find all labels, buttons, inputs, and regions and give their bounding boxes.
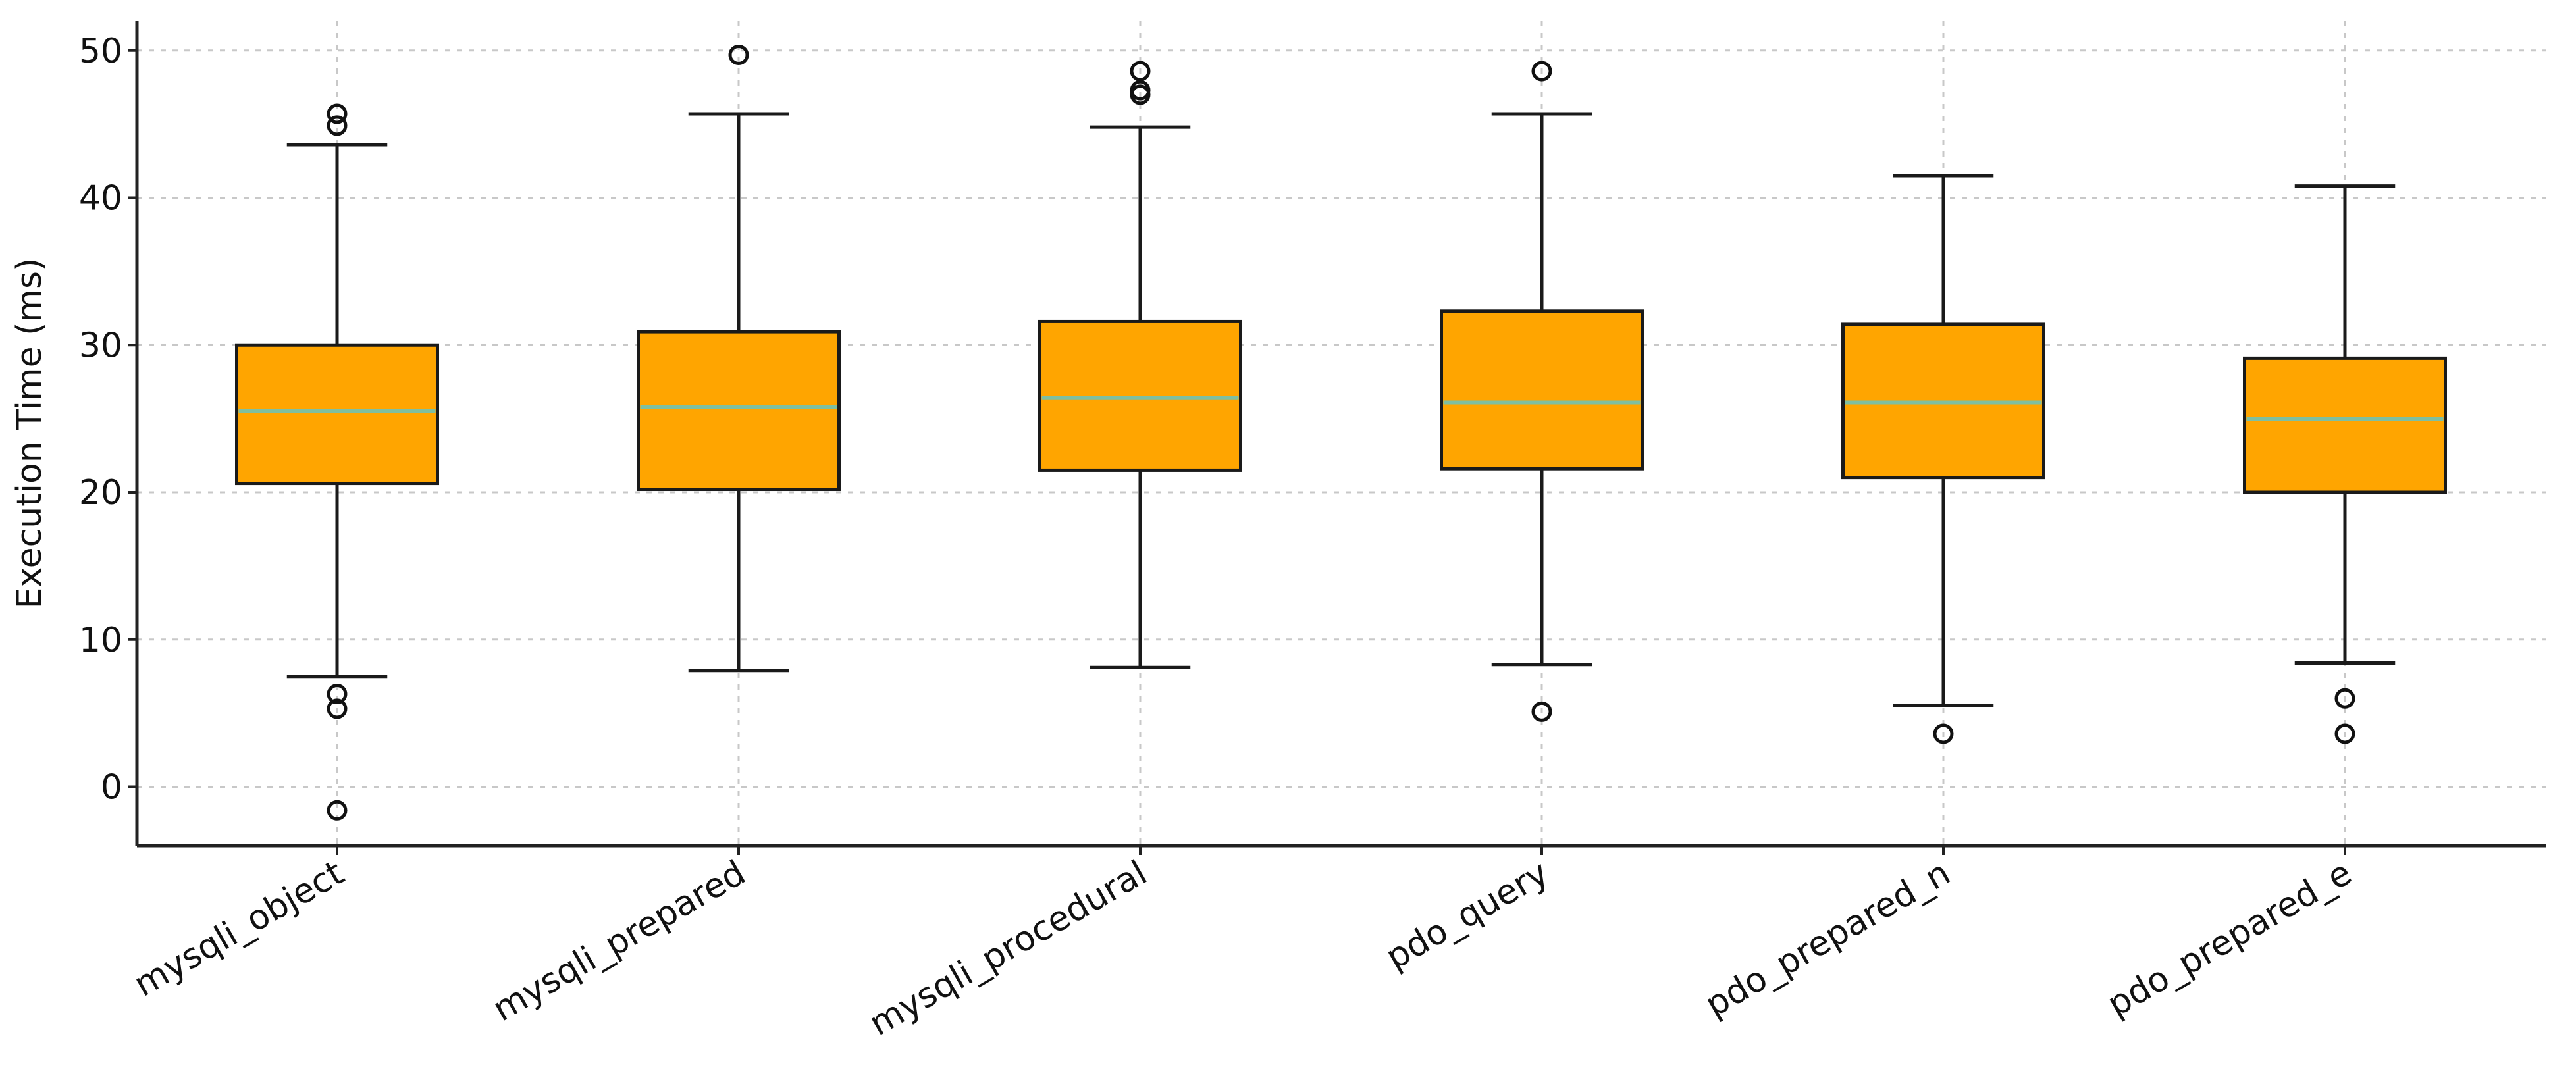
box-pdo_prepared_n [1841,174,2045,744]
y-tick-label: 40 [79,179,122,219]
grid-lines [128,21,2546,855]
x-tick-label: mysqli_procedural [863,853,1154,1044]
outlier-point [327,684,348,705]
outlier-point [1531,61,1552,82]
iqr-box [1038,319,1242,472]
iqr-box [1440,309,1644,471]
iqr-box [2243,356,2447,494]
x-tick-label: pdo_query [1379,853,1555,977]
y-axis-title: Execution Time (ms) [10,258,49,609]
outlier-point [1531,701,1552,722]
y-tick-label: 50 [79,32,122,71]
outlier-point [1130,84,1151,105]
outlier-point [1933,723,1954,744]
x-tick-label: mysqli_object [128,853,351,1004]
box-mysqli_object [235,103,439,821]
y-tick-label: 30 [79,326,122,365]
x-tick-label: pdo_prepared_e [2101,853,2358,1025]
y-tick-label: 10 [79,621,122,660]
box-mysqli_prepared [637,44,841,673]
iqr-box [637,330,841,492]
y-tick-label: 0 [101,768,122,808]
box-mysqli_procedural [1038,61,1242,669]
x-tick-labels: mysqli_object mysqli_prepared mysqli_proce… [128,853,2359,1044]
box-pdo_prepared_e [2243,184,2447,744]
box-pdo_query [1440,61,1644,722]
outlier-point [2334,688,2355,709]
outlier-point [327,800,348,821]
axes [135,21,2546,848]
y-tick-label: 20 [79,473,122,513]
outlier-point [327,103,348,124]
x-tick-label: mysqli_prepared [486,853,752,1029]
box-plots [235,44,2447,821]
x-tick-label: pdo_prepared_n [1698,853,1957,1025]
outlier-point [1130,61,1151,82]
y-tick-labels: 0 10 20 30 40 50 [79,32,122,808]
outlier-point [728,44,749,65]
outlier-point [2334,723,2355,744]
iqr-box [235,343,439,486]
outlier-point [327,115,348,136]
outlier-point [327,698,348,719]
